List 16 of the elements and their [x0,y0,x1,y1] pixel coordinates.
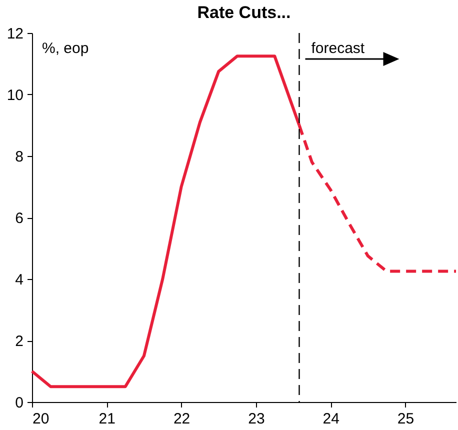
x-tick-label: 22 [173,410,190,428]
ref-line-label: forecast [311,40,366,57]
y-tick-label: 2 [15,333,24,350]
x-tick-label: 20 [32,410,50,428]
y-tick-label: 10 [6,87,24,104]
x-tick-label: 25 [397,410,414,428]
y-tick-label: 12 [6,26,24,42]
x-tick-label: 24 [322,410,340,428]
annotation: %, eop [42,40,89,57]
y-tick-label: 4 [15,272,24,288]
chart-title: Rate Cuts... [197,3,291,22]
y-tick-label: 8 [15,148,24,166]
y-tick-label: 0 [15,394,24,412]
x-tick-label: 23 [248,410,265,428]
y-tick-label: 6 [15,210,24,227]
x-tick-label: 21 [98,410,116,428]
